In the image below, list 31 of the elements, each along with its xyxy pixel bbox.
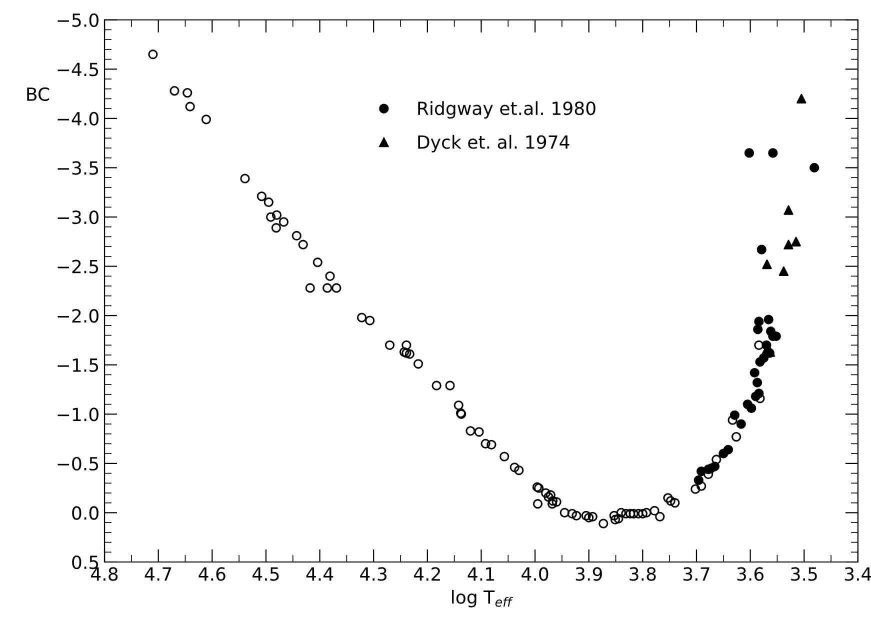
y-tick-label: 0.5 bbox=[72, 555, 98, 570]
x-tick-label: 4.8 bbox=[91, 567, 118, 581]
x-tick-label: 3.6 bbox=[737, 567, 764, 581]
x-axis-title: log T$_{eff}$ bbox=[452, 590, 514, 608]
legend-label: Dyck et. al. 1974 bbox=[418, 134, 570, 152]
x-tick-label: 4.4 bbox=[306, 567, 334, 581]
y-tick-label: −1.0 bbox=[58, 408, 98, 422]
y-tick-label: −4.5 bbox=[58, 62, 98, 76]
y-tick-label: −3.5 bbox=[58, 161, 98, 175]
y-tick-label: −3.0 bbox=[58, 210, 98, 224]
y-tick-label: −2.0 bbox=[58, 309, 98, 323]
x-tick-label: 4.0 bbox=[522, 567, 548, 581]
legend-label: Ridgway et.al. 1980 bbox=[418, 101, 596, 119]
x-tick-label: 3.5 bbox=[791, 567, 817, 581]
x-tick-label: 4.6 bbox=[198, 567, 226, 581]
x-tick-label: 4.5 bbox=[252, 567, 279, 581]
x-tick-label: 4.1 bbox=[468, 567, 494, 581]
y-tick-label: −2.5 bbox=[58, 260, 98, 274]
x-tick-label: 4.7 bbox=[144, 567, 172, 581]
x-tick-label: 3.8 bbox=[630, 567, 656, 581]
x-tick-label: 4.3 bbox=[360, 567, 387, 581]
x-tick-label: 4.2 bbox=[414, 567, 440, 581]
x-tick-label: 3.4 bbox=[844, 567, 871, 581]
y-tick-label: −4.0 bbox=[58, 112, 98, 126]
x-tick-label: 3.9 bbox=[576, 567, 602, 581]
y-tick-label: −5.0 bbox=[58, 13, 98, 27]
y-tick-label: 0.0 bbox=[72, 506, 98, 520]
y-tick-label: −0.5 bbox=[58, 456, 98, 471]
x-tick-label: 3.7 bbox=[684, 567, 710, 581]
y-axis-title: BC bbox=[27, 87, 50, 102]
y-tick-label: −1.5 bbox=[58, 358, 98, 372]
